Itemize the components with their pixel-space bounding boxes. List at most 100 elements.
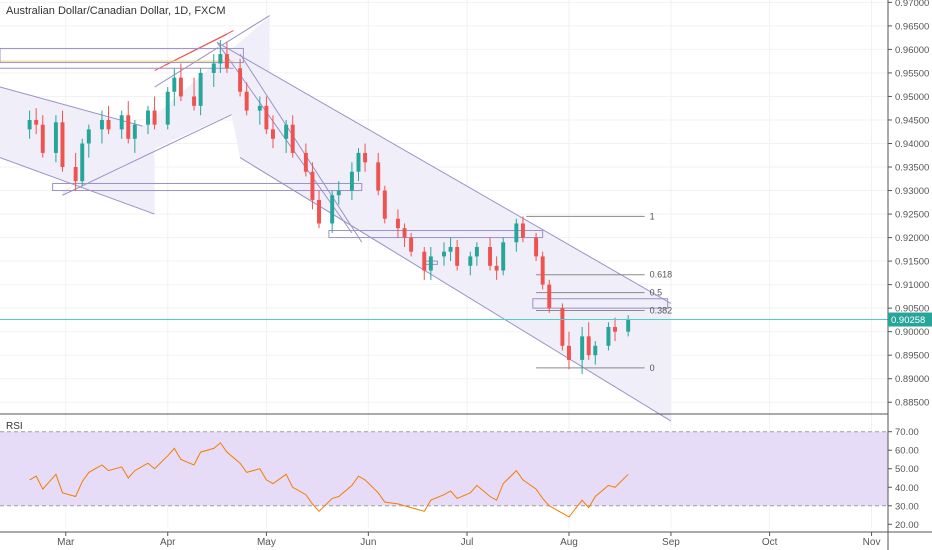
fib-layer: 1 0.618 0.5 0.382 0 <box>526 211 672 373</box>
candle[interactable] <box>284 119 289 153</box>
candle[interactable] <box>264 96 269 135</box>
candle[interactable] <box>119 110 124 139</box>
candle[interactable] <box>488 237 493 271</box>
candle[interactable] <box>455 239 460 271</box>
candle[interactable] <box>349 162 354 200</box>
candle-body <box>178 77 183 97</box>
candle[interactable] <box>290 115 295 158</box>
candle-body <box>330 195 335 224</box>
current-price-badge <box>888 312 932 327</box>
candle[interactable] <box>363 143 368 172</box>
candle[interactable] <box>53 115 58 163</box>
candle[interactable] <box>132 119 137 153</box>
candle[interactable] <box>60 110 65 172</box>
fib-level-label: 1 <box>650 211 655 221</box>
candle-body <box>132 124 137 139</box>
candle[interactable] <box>106 105 111 135</box>
candle[interactable] <box>586 322 591 360</box>
candle[interactable] <box>27 110 32 139</box>
candle[interactable] <box>40 115 45 158</box>
candle[interactable] <box>422 246 427 280</box>
candle-body <box>534 237 539 257</box>
candle[interactable] <box>192 77 197 111</box>
candle[interactable] <box>442 242 446 266</box>
candle[interactable] <box>178 63 183 102</box>
candle[interactable] <box>560 303 565 351</box>
candle[interactable] <box>146 105 150 135</box>
candle-body <box>593 345 598 356</box>
candle[interactable] <box>534 232 539 262</box>
candle-body <box>349 171 354 191</box>
candle[interactable] <box>474 242 479 266</box>
candle[interactable] <box>567 331 571 370</box>
price-tick-label: 0.94000 <box>895 139 929 150</box>
candle-body <box>560 308 565 346</box>
candle[interactable] <box>376 152 381 196</box>
candle[interactable] <box>330 190 335 233</box>
candle-body <box>468 256 473 266</box>
candle-body <box>53 122 58 153</box>
candle[interactable] <box>613 317 617 342</box>
candle[interactable] <box>382 185 387 224</box>
candle[interactable] <box>336 181 341 205</box>
price-tick-label: 0.92000 <box>895 233 929 244</box>
candle[interactable] <box>303 143 308 177</box>
candle[interactable] <box>626 315 631 337</box>
price-tick-label: 0.93500 <box>895 163 929 174</box>
candle[interactable] <box>520 216 525 243</box>
rsi-tick-label: 30.00 <box>895 501 919 512</box>
candle[interactable] <box>547 279 552 313</box>
candle[interactable] <box>310 162 315 210</box>
candle[interactable] <box>514 218 519 252</box>
candle[interactable] <box>244 82 249 116</box>
candle[interactable] <box>126 101 131 144</box>
candle[interactable] <box>356 148 361 182</box>
candle[interactable] <box>198 68 203 116</box>
candle[interactable] <box>34 108 39 135</box>
candle[interactable] <box>152 96 157 130</box>
candle[interactable] <box>448 237 453 262</box>
candle[interactable] <box>271 115 275 149</box>
candle[interactable] <box>428 246 433 280</box>
candle[interactable] <box>402 223 407 247</box>
candle-body <box>80 143 85 182</box>
candle[interactable] <box>606 322 611 351</box>
candle[interactable] <box>501 237 506 276</box>
desc-channel-upper <box>216 41 672 304</box>
candle-body <box>586 336 591 356</box>
candle[interactable] <box>238 58 243 97</box>
candle-body <box>34 119 39 125</box>
candle[interactable] <box>317 190 321 229</box>
candle[interactable] <box>494 256 499 280</box>
candle-body <box>244 91 249 111</box>
candle-body <box>218 54 223 64</box>
candle-body <box>474 246 479 257</box>
candle[interactable] <box>540 251 545 290</box>
rsi-label: RSI <box>6 421 23 432</box>
resistance-zone-rect <box>0 47 244 64</box>
candle-body <box>146 110 150 125</box>
candle[interactable] <box>211 54 216 88</box>
candle[interactable] <box>395 209 400 238</box>
fib-level-label: 0 <box>650 363 655 373</box>
candle[interactable] <box>409 232 414 257</box>
candle[interactable] <box>593 341 598 365</box>
candles-layer[interactable] <box>27 39 631 375</box>
candle[interactable] <box>99 110 104 144</box>
candle[interactable] <box>257 96 262 125</box>
candle-body <box>395 218 400 229</box>
candle-body <box>165 91 170 125</box>
candle[interactable] <box>86 124 91 158</box>
candle[interactable] <box>165 87 170 130</box>
candle[interactable] <box>580 326 585 375</box>
candle[interactable] <box>73 152 78 191</box>
candle-body <box>119 115 124 130</box>
candle[interactable] <box>224 42 229 73</box>
candle-body <box>271 129 275 139</box>
candle[interactable] <box>172 68 177 106</box>
candle[interactable] <box>218 39 223 73</box>
candle[interactable] <box>80 138 85 186</box>
candle[interactable] <box>468 251 473 276</box>
